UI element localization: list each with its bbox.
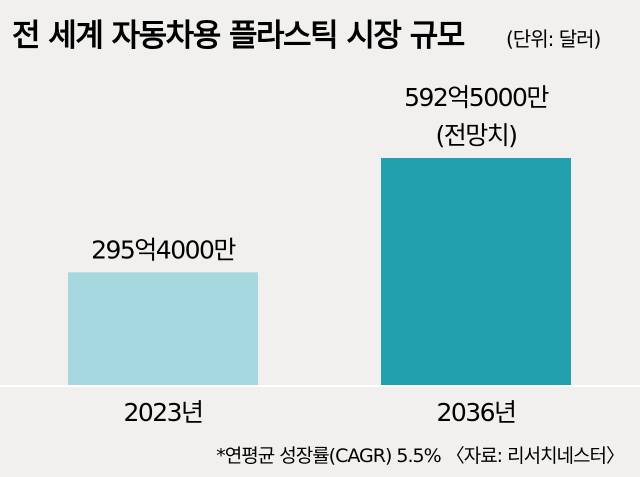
bar-value-label-1: 592억5000만 [404, 83, 549, 112]
bar-value-label-0: 295억4000만 [91, 235, 236, 264]
chart-title: 전 세계 자동차용 플라스틱 시장 규모 [12, 18, 465, 54]
bar-sublabel-1: (전망치) [435, 121, 516, 150]
x-tick-label-1: 2036년 [436, 398, 515, 427]
chart-footnote: *연평균 성장률(CAGR) 5.5% 〈자료: 리서치네스터〉 [216, 445, 624, 467]
bars-group: 295억4000만 2023년 (전망치) 592억5000만 2036년 [68, 83, 571, 427]
x-tick-label-0: 2023년 [123, 398, 202, 427]
chart-unit-label: (단위: 달러) [506, 27, 600, 51]
bar-0 [68, 272, 258, 386]
bar-1 [381, 158, 571, 386]
